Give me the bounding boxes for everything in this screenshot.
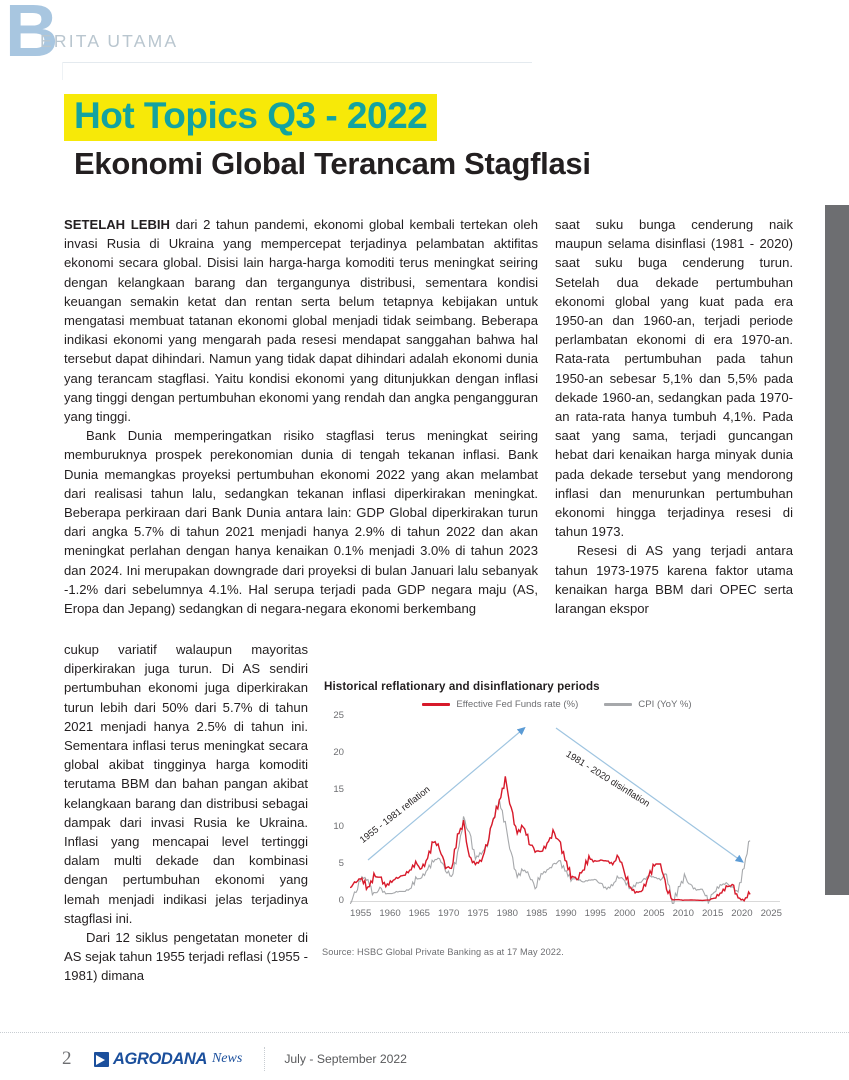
chart-x-tick: 1955 <box>350 908 372 919</box>
chart-x-tick: 2005 <box>643 908 665 919</box>
masthead: B ERITA UTAMA <box>0 0 560 80</box>
page-number: 2 <box>62 1048 72 1069</box>
article-paragraph-6: Resesi di AS yang terjadi antara tahun 1… <box>555 543 793 617</box>
chart-plot-area: 0 5 10 15 20 25 1955 - 1981 reflation 1981 - … <box>322 710 788 927</box>
article-left-column-bottom: cukup variatif walaupun mayoritas diperk… <box>64 640 308 986</box>
article-paragraph-3: cukup variatif walaupun mayoritas diperk… <box>64 642 308 926</box>
legend-item-cpi: CPI (YoY %) <box>604 699 692 710</box>
masthead-tick <box>62 62 63 80</box>
chart-x-tick: 2025 <box>760 908 782 919</box>
masthead-kicker: ERITA UTAMA <box>40 31 179 51</box>
legend-item-fed-funds: Effective Fed Funds rate (%) <box>422 699 578 710</box>
article-left-column-top: SETELAH LEBIH dari 2 tahun pandemi, ekon… <box>64 215 538 618</box>
page-title: Ekonomi Global Terancam Stagflasi <box>74 146 591 181</box>
chart-source: Source: HSBC Global Private Banking as a… <box>322 947 564 957</box>
headline-block: Hot Topics Q3 - 2022 Ekonomi Global Tera… <box>64 94 591 181</box>
chart-figure: Historical reflationary and disinflation… <box>322 680 792 1005</box>
chart-x-tick: 1980 <box>496 908 518 919</box>
chart-x-tick: 1960 <box>379 908 401 919</box>
masthead-rule <box>62 62 532 63</box>
chart-x-axis: 1955 1960 1965 1970 1975 1980 1985 1990 1995 2000… <box>350 908 782 919</box>
chart-x-tick: 2015 <box>701 908 724 919</box>
chart-x-tick: 1990 <box>555 908 577 919</box>
legend-swatch-cpi <box>604 702 633 707</box>
chart-title: Historical reflationary and disinflation… <box>324 680 600 693</box>
chart-y-tick: 5 <box>338 858 344 869</box>
brand-logo: AGRODANA News <box>94 1050 242 1069</box>
agrodana-mark-icon <box>94 1051 109 1067</box>
footer: 2 AGRODANA News July - September 2022 <box>62 1042 782 1076</box>
lead-in-bold: SETELAH LEBIH <box>64 217 171 232</box>
article-paragraph-2: Bank Dunia memperingatkan risiko stagfla… <box>64 428 538 617</box>
article-paragraph-1: dari 2 tahun pandemi, ekonomi global kem… <box>64 217 538 425</box>
chart-x-tick: 1985 <box>525 908 548 919</box>
legend-swatch-fed-funds <box>422 702 451 707</box>
brand-suffix: News <box>211 1051 243 1066</box>
masthead-dropcap: B <box>5 0 58 72</box>
article-paragraph-5: saat suku bunga cenderung naik maupun se… <box>555 217 793 540</box>
chart-x-tick: 2020 <box>731 908 753 919</box>
chart-series-svg <box>350 726 751 904</box>
legend-label-cpi: CPI (YoY %) <box>638 699 692 710</box>
article-paragraph-4: Dari 12 siklus pengetatan moneter di AS … <box>64 930 308 984</box>
chart-x-tick: 1970 <box>437 908 460 919</box>
chart-legend: Effective Fed Funds rate (%) CPI (YoY %) <box>322 699 792 710</box>
page-edge-tab <box>825 205 849 895</box>
chart-zero-line <box>350 901 780 902</box>
chart-x-tick: 2010 <box>672 908 694 919</box>
chart-x-tick: 1995 <box>584 908 606 919</box>
issue-date: July - September 2022 <box>284 1052 407 1066</box>
headline-highlight: Hot Topics Q3 - 2022 <box>64 94 438 141</box>
chart-x-tick: 1975 <box>467 908 489 919</box>
chart-y-tick: 10 <box>333 821 344 832</box>
chart-x-tick: 1965 <box>408 908 430 919</box>
legend-label-fed-funds: Effective Fed Funds rate (%) <box>456 699 579 710</box>
article-right-column: saat suku bunga cenderung naik maupun se… <box>555 215 793 618</box>
chart-y-tick: 20 <box>333 747 344 758</box>
chart-x-tick: 2000 <box>613 908 636 919</box>
chart-y-tick: 25 <box>333 710 344 721</box>
footer-divider <box>264 1047 266 1071</box>
brand-name: AGRODANA <box>113 1049 207 1068</box>
footer-rule <box>0 1032 849 1034</box>
chart-y-tick: 0 <box>338 895 344 906</box>
chart-y-tick: 15 <box>333 784 344 795</box>
